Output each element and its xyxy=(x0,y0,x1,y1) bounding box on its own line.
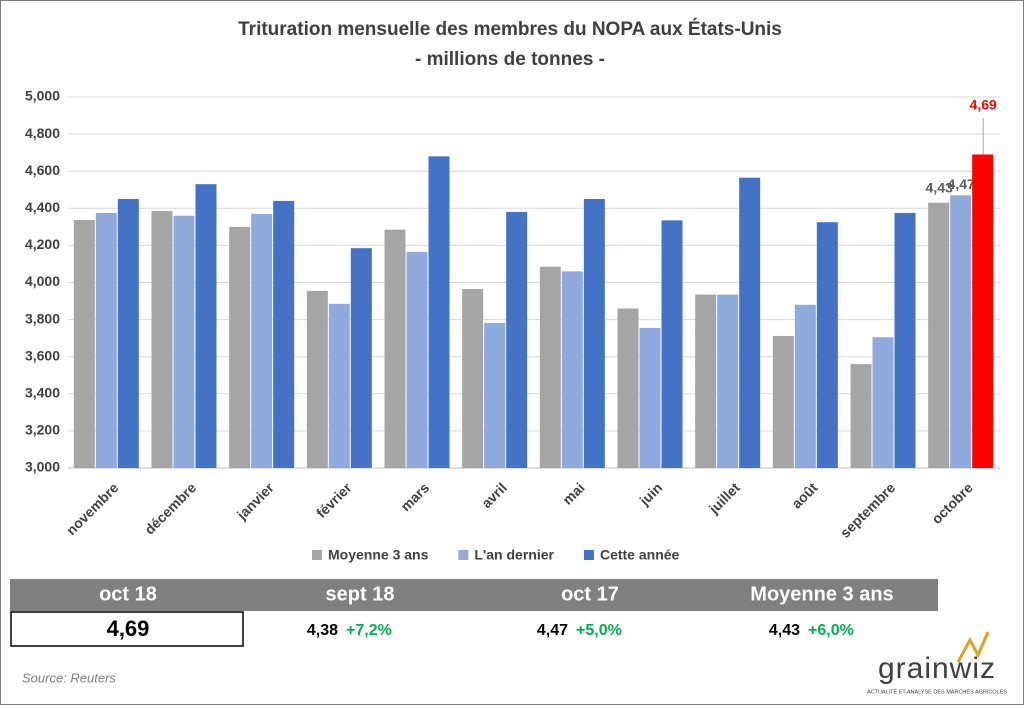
table-value: 4,43 xyxy=(769,622,800,639)
table-change: +5,0% xyxy=(576,622,622,639)
y-tick-label: 5,000 xyxy=(25,88,60,104)
bar xyxy=(95,212,117,468)
y-tick-label: 3,600 xyxy=(25,347,60,363)
data-label: 4,47 xyxy=(948,176,975,192)
bar xyxy=(484,322,506,468)
bar xyxy=(328,303,350,468)
bar xyxy=(661,220,683,468)
bar xyxy=(695,294,717,468)
bar xyxy=(251,213,273,468)
y-tick-label: 3,200 xyxy=(25,422,60,438)
bar xyxy=(506,212,528,468)
bar xyxy=(151,211,173,468)
y-tick-label: 3,400 xyxy=(25,385,60,401)
table-header-cell: oct 17 xyxy=(561,583,619,605)
bar xyxy=(872,337,894,468)
bar xyxy=(173,215,195,468)
bar xyxy=(772,335,794,468)
y-tick-label: 4,800 xyxy=(25,125,60,141)
logo-tagline: ACTUALITÉ ET ANALYSE DES MARCHÉS AGRICOL… xyxy=(867,688,1007,695)
bar xyxy=(539,266,561,468)
data-label: 4,43 xyxy=(926,179,953,195)
bar xyxy=(350,248,372,468)
logo-name: grainwiz xyxy=(878,652,996,685)
bar xyxy=(617,308,639,468)
legend-label: L'an dernier xyxy=(474,547,554,563)
bar xyxy=(583,199,605,468)
bar xyxy=(384,229,406,468)
bar xyxy=(894,212,916,468)
bar xyxy=(816,222,838,468)
bar xyxy=(73,219,95,468)
data-label: 4,69 xyxy=(970,97,997,113)
chart-subtitle: - millions de tonnes - xyxy=(415,49,605,70)
bar xyxy=(928,202,950,469)
y-tick-label: 3,800 xyxy=(25,310,60,326)
bar xyxy=(717,294,739,468)
table-value: 4,69 xyxy=(107,616,150,641)
bar xyxy=(117,199,139,468)
legend-label: Moyenne 3 ans xyxy=(328,547,429,563)
bar xyxy=(273,200,295,468)
bar xyxy=(794,304,816,468)
table-header-cell: Moyenne 3 ans xyxy=(750,583,893,605)
y-tick-label: 4,600 xyxy=(25,162,60,178)
legend-swatch xyxy=(312,550,322,560)
bar xyxy=(229,226,251,468)
table-change: +6,0% xyxy=(808,622,854,639)
bar xyxy=(850,364,872,468)
bar xyxy=(306,290,328,468)
y-tick-label: 4,200 xyxy=(25,236,60,252)
table-value-box xyxy=(10,611,244,647)
table-value: 4,47 xyxy=(537,622,568,639)
bar xyxy=(406,251,428,468)
legend-swatch xyxy=(583,550,594,560)
bar xyxy=(739,177,761,468)
y-tick-label: 4,400 xyxy=(25,199,60,215)
logo-swoosh xyxy=(956,631,990,663)
chart-title: Trituration mensuelle des membres du NOP… xyxy=(238,18,782,40)
y-tick-label: 4,000 xyxy=(25,273,60,289)
bar xyxy=(195,184,217,468)
table-header-cell: sept 18 xyxy=(326,583,395,605)
table-header-cell: oct 18 xyxy=(99,583,157,605)
legend-label: Cette année xyxy=(600,547,680,563)
bar xyxy=(950,195,972,468)
table-value: 4,38 xyxy=(307,622,338,639)
table-change: +7,2% xyxy=(346,622,392,639)
legend-swatch xyxy=(458,550,469,560)
y-tick-label: 3,000 xyxy=(25,459,60,475)
bar xyxy=(462,288,484,468)
table-header xyxy=(10,579,938,611)
bar xyxy=(639,327,661,468)
bar xyxy=(561,271,583,468)
bar xyxy=(428,156,450,469)
bar xyxy=(972,154,994,468)
source: Source: Reuters xyxy=(22,670,116,685)
